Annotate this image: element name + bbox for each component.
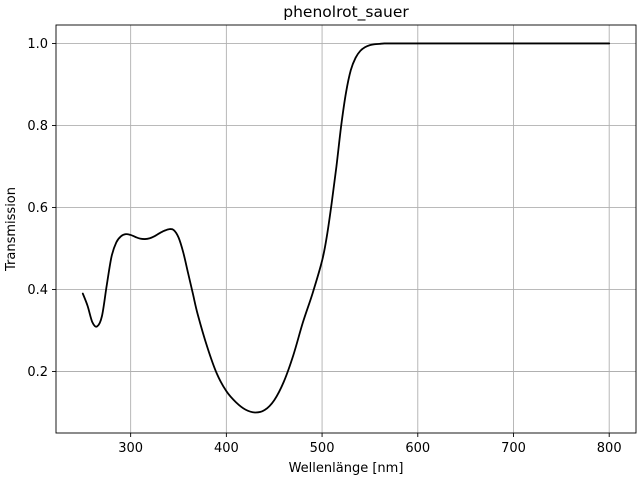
axis-ticks: 300 400 500 600 700 800 0.2 0.4 0.6 0.8 1.0 [27,37,621,456]
y-tick-label: 0.2 [27,365,48,380]
x-tick-label: 800 [597,441,622,456]
y-tick-label: 0.8 [27,119,48,134]
x-tick-label: 700 [501,441,526,456]
x-axis-label: Wellenlänge [nm] [289,461,404,476]
y-axis-label: Transmission [4,187,19,272]
chart-title: phenolrot_sauer [283,3,409,22]
x-tick-label: 300 [118,441,143,456]
x-tick-label: 500 [310,441,335,456]
series-group [81,42,611,414]
y-tick-label: 1.0 [27,37,48,52]
grid [56,25,636,433]
series-line [81,42,611,414]
y-tick-label: 0.6 [27,201,48,216]
x-tick-label: 600 [405,441,430,456]
y-tick-label: 0.4 [27,283,48,298]
plot-frame [55,24,637,434]
x-tick-label: 400 [214,441,239,456]
